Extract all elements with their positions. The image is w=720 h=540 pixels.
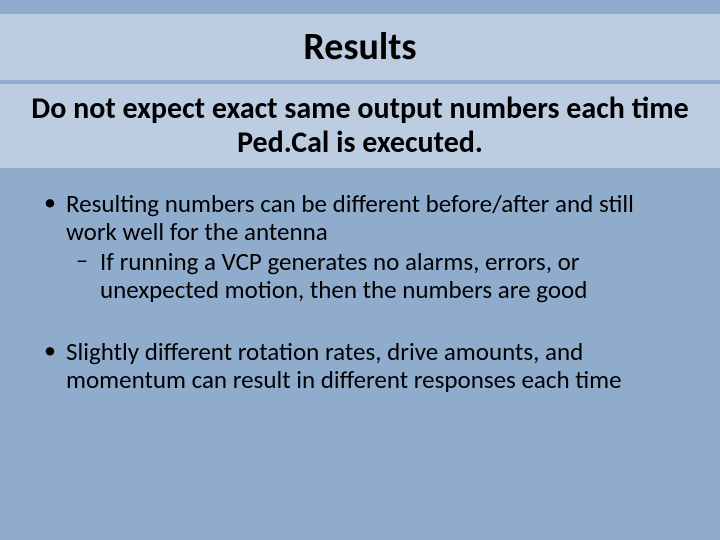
sub-list-item: If running a VCP generates no alarms, er… <box>66 248 690 304</box>
slide-subtitle: Do not expect exact same output numbers … <box>0 92 720 161</box>
list-item: Resulting numbers can be different befor… <box>38 190 690 304</box>
list-item: Slightly different rotation rates, drive… <box>38 338 690 394</box>
slide-title: Results <box>303 24 416 70</box>
sub-bullet-text: If running a VCP generates no alarms, er… <box>100 246 587 305</box>
title-band: Results <box>0 14 720 80</box>
body-area: Resulting numbers can be different befor… <box>38 190 690 428</box>
bullet-list: Resulting numbers can be different befor… <box>38 190 690 394</box>
subtitle-band: Do not expect exact same output numbers … <box>0 84 720 168</box>
bullet-text: Slightly different rotation rates, drive… <box>66 336 622 395</box>
slide: Results Do not expect exact same output … <box>0 0 720 540</box>
sub-list: If running a VCP generates no alarms, er… <box>66 248 690 304</box>
bullet-text: Resulting numbers can be different befor… <box>66 188 634 247</box>
